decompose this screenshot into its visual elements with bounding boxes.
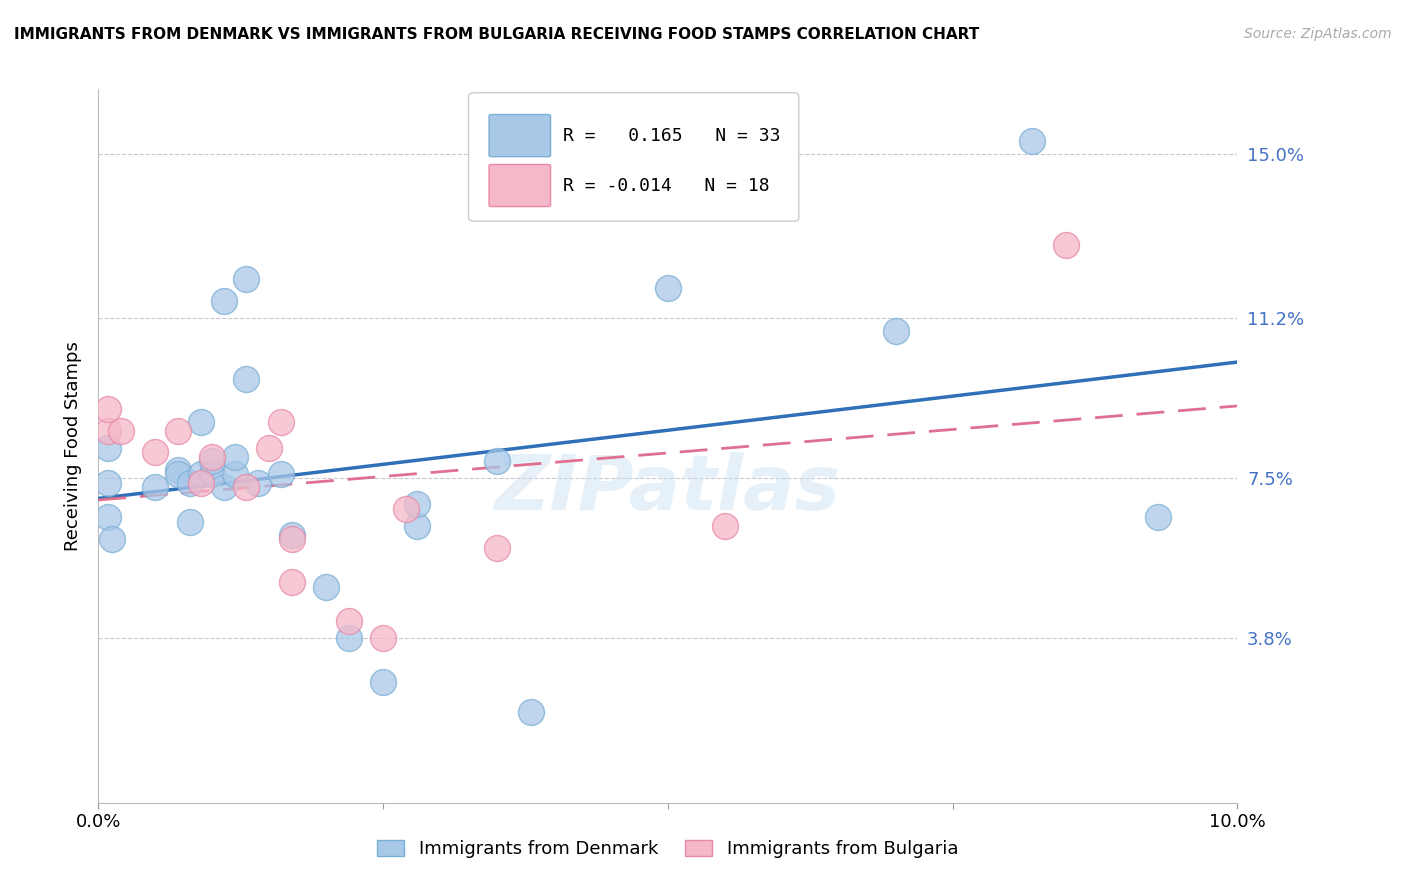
Point — [235, 272, 257, 286]
Point — [315, 580, 337, 594]
Point — [520, 705, 543, 719]
Point — [235, 372, 257, 386]
FancyBboxPatch shape — [468, 93, 799, 221]
Point — [281, 527, 304, 541]
Point — [224, 450, 246, 464]
Point — [212, 480, 235, 494]
Point — [884, 325, 907, 339]
Point — [101, 532, 124, 546]
Point — [406, 519, 429, 533]
Point — [337, 632, 360, 646]
Point — [145, 445, 167, 459]
Text: IMMIGRANTS FROM DENMARK VS IMMIGRANTS FROM BULGARIA RECEIVING FOOD STAMPS CORREL: IMMIGRANTS FROM DENMARK VS IMMIGRANTS FR… — [14, 27, 980, 42]
Text: R = -0.014   N = 18: R = -0.014 N = 18 — [562, 177, 769, 194]
Point — [145, 480, 167, 494]
Text: ZIPatlas: ZIPatlas — [495, 452, 841, 525]
Point — [235, 480, 257, 494]
Point — [281, 575, 304, 590]
Point — [373, 674, 395, 689]
Point — [714, 519, 737, 533]
Point — [1146, 510, 1168, 524]
Point — [486, 454, 509, 468]
Point — [179, 475, 201, 490]
Point — [373, 632, 395, 646]
Point — [201, 454, 224, 468]
Point — [337, 614, 360, 628]
Point — [190, 467, 212, 482]
Y-axis label: Receiving Food Stamps: Receiving Food Stamps — [65, 341, 83, 551]
Point — [406, 497, 429, 511]
Point — [167, 424, 190, 438]
Point — [246, 475, 269, 490]
Point — [201, 450, 224, 464]
Point — [96, 475, 118, 490]
Point — [259, 441, 281, 455]
Point — [179, 515, 201, 529]
Point — [1056, 238, 1078, 252]
Point — [270, 467, 292, 482]
Text: Source: ZipAtlas.com: Source: ZipAtlas.com — [1244, 27, 1392, 41]
Point — [190, 415, 212, 429]
Point — [657, 281, 679, 295]
Point — [96, 510, 118, 524]
Point — [96, 441, 118, 455]
Point — [212, 294, 235, 309]
Point — [395, 501, 418, 516]
FancyBboxPatch shape — [489, 164, 551, 207]
Point — [201, 467, 224, 482]
Point — [167, 463, 190, 477]
Point — [110, 424, 132, 438]
Legend: Immigrants from Denmark, Immigrants from Bulgaria: Immigrants from Denmark, Immigrants from… — [370, 832, 966, 865]
Point — [281, 532, 304, 546]
Point — [224, 467, 246, 482]
Point — [486, 541, 509, 555]
Point — [1021, 134, 1043, 148]
Point — [167, 467, 190, 482]
FancyBboxPatch shape — [489, 114, 551, 157]
Point — [190, 475, 212, 490]
Point — [96, 424, 118, 438]
Point — [96, 402, 118, 417]
Point — [270, 415, 292, 429]
Text: R =   0.165   N = 33: R = 0.165 N = 33 — [562, 127, 780, 145]
